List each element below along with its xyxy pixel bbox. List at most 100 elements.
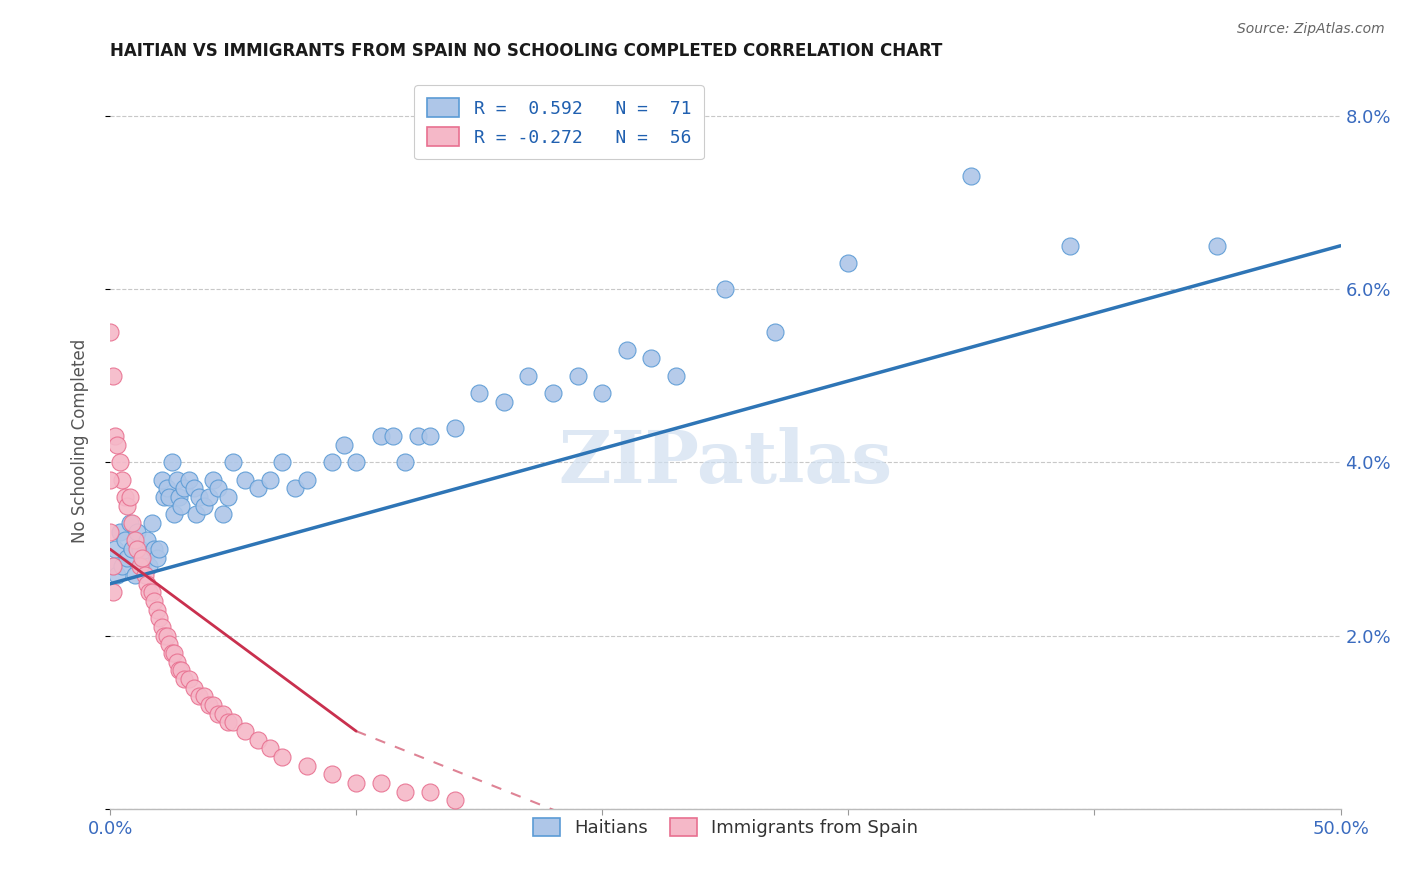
Point [295,759,318,773]
Point [259,741,281,756]
Point [222,455,245,469]
Point [344,455,367,469]
Point [163,508,186,522]
Point [246,732,269,747]
Point [117,550,139,565]
Point [321,455,343,469]
Point [382,429,405,443]
Point [166,473,188,487]
Point [160,455,183,469]
Point [517,368,540,383]
Point [167,490,190,504]
Point [616,343,638,357]
Text: ZIPatlas: ZIPatlas [558,427,893,499]
Point [128,542,150,557]
Point [128,559,150,574]
Point [419,785,441,799]
Point [468,386,491,401]
Point [193,499,215,513]
Point [138,559,160,574]
Point [107,438,129,452]
Point [186,508,208,522]
Point [170,499,193,513]
Point [148,542,170,557]
Point [141,585,163,599]
Point [136,576,159,591]
Point [131,559,153,574]
Point [124,533,146,548]
Point [207,706,229,721]
Point [246,482,269,496]
Point [108,524,131,539]
Point [124,568,146,582]
Text: HAITIAN VS IMMIGRANTS FROM SPAIN NO SCHOOLING COMPLETED CORRELATION CHART: HAITIAN VS IMMIGRANTS FROM SPAIN NO SCHO… [110,42,942,60]
Point [153,629,176,643]
Legend: Haitians, Immigrants from Spain: Haitians, Immigrants from Spain [526,811,925,845]
Point [114,490,136,504]
Point [492,394,515,409]
Point [127,542,149,557]
Point [222,715,245,730]
Point [98,473,121,487]
Point [207,482,229,496]
Point [187,490,209,504]
Point [98,326,121,340]
Point [321,767,343,781]
Point [217,490,239,504]
Point [217,715,239,730]
Point [121,516,143,530]
Point [111,473,134,487]
Point [212,508,235,522]
Point [117,499,139,513]
Point [370,776,392,790]
Point [259,473,281,487]
Point [150,620,173,634]
Point [131,550,153,565]
Point [1206,239,1229,253]
Point [183,681,205,695]
Point [153,490,176,504]
Point [143,594,166,608]
Point [541,386,564,401]
Point [193,690,215,704]
Point [665,368,688,383]
Point [121,542,143,557]
Point [108,455,131,469]
Point [284,482,307,496]
Point [333,438,356,452]
Point [202,698,225,713]
Point [235,724,257,739]
Point [212,706,235,721]
Point [406,429,429,443]
Point [197,698,219,713]
Point [960,169,983,184]
Point [157,637,180,651]
Point [141,516,163,530]
Point [177,672,200,686]
Point [271,455,294,469]
Point [134,550,156,565]
Point [101,585,124,599]
Point [127,524,149,539]
Point [156,629,179,643]
Point [763,326,786,340]
Point [107,568,129,582]
Point [148,611,170,625]
Y-axis label: No Schooling Completed: No Schooling Completed [72,339,89,543]
Point [118,516,141,530]
Point [104,429,127,443]
Point [150,473,173,487]
Point [714,282,737,296]
Point [370,429,392,443]
Text: Source: ZipAtlas.com: Source: ZipAtlas.com [1237,22,1385,37]
Point [173,482,195,496]
Point [183,482,205,496]
Point [167,664,190,678]
Point [157,490,180,504]
Point [134,568,156,582]
Point [104,542,127,557]
Point [187,690,209,704]
Point [197,490,219,504]
Point [146,550,169,565]
Point [101,368,124,383]
